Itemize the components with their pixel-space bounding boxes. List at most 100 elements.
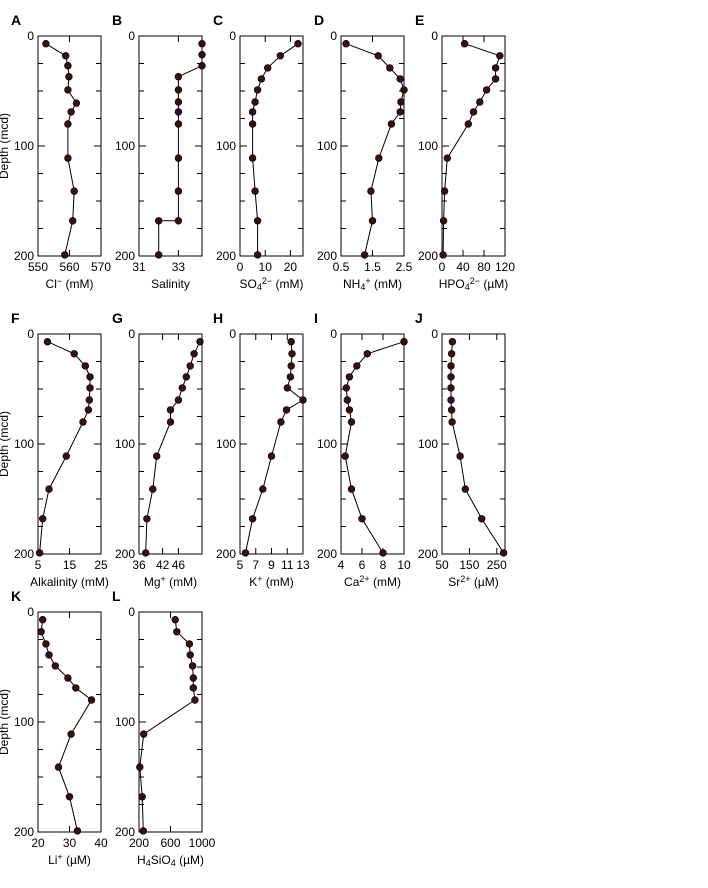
data-point	[447, 406, 456, 414]
data-point	[149, 485, 157, 493]
data-point	[469, 108, 478, 116]
x-tick-label: 13	[296, 558, 310, 572]
y-tick-label: 0	[330, 29, 337, 43]
data-point	[188, 662, 197, 670]
data-point	[482, 86, 491, 94]
data-point	[81, 362, 90, 370]
data-point	[375, 154, 383, 162]
data-point	[299, 396, 307, 404]
data-point	[282, 406, 291, 414]
x-tick-label: 11	[281, 558, 294, 572]
data-point	[491, 64, 500, 72]
y-tick-label: 0	[431, 327, 438, 341]
data-point	[196, 338, 204, 346]
data-point	[174, 217, 183, 225]
x-tick-label: 200	[129, 836, 149, 850]
data-point	[87, 696, 96, 704]
x-axis-label: Li+ (µM)	[48, 852, 91, 867]
data-point	[174, 120, 183, 128]
y-tick-label: 0	[330, 327, 337, 341]
y-tick-label: 100	[14, 139, 34, 153]
data-point	[62, 452, 71, 460]
data-point	[460, 39, 469, 48]
x-axis-label: Salinity	[151, 277, 190, 291]
x-tick-label: 20	[284, 260, 298, 274]
data-point	[368, 217, 377, 225]
plot-frame	[37, 333, 102, 555]
series-line	[145, 341, 201, 553]
x-axis-label: Ca2+ (mM)	[344, 574, 401, 589]
data-point	[367, 187, 375, 195]
data-point	[64, 120, 72, 128]
data-point	[440, 187, 449, 195]
y-tick-label: 200	[14, 825, 34, 839]
y-tick-label: 100	[418, 139, 438, 153]
y-tick-label: 0	[229, 29, 236, 43]
data-point	[400, 338, 408, 346]
x-tick-label: 0	[237, 260, 244, 274]
data-point	[64, 61, 72, 70]
data-point	[360, 251, 369, 259]
data-point	[363, 350, 371, 358]
y-axis-label: Depth (mcd)	[0, 689, 11, 755]
panel-letter: I	[314, 310, 318, 326]
data-point	[45, 485, 53, 493]
data-point	[396, 75, 404, 83]
data-point	[478, 515, 486, 523]
data-point	[72, 99, 81, 107]
x-tick-label: 120	[495, 260, 515, 274]
data-point	[166, 406, 175, 414]
data-point	[248, 120, 257, 128]
data-point	[64, 674, 72, 682]
data-point	[257, 75, 266, 83]
data-point	[70, 187, 78, 195]
data-point	[461, 485, 469, 493]
data-point	[72, 684, 80, 692]
y-tick-label: 100	[115, 139, 135, 153]
data-point	[138, 793, 146, 801]
y-axis-label: Depth (mcd)	[0, 113, 11, 179]
data-point	[287, 338, 295, 346]
panel-letter: F	[11, 310, 20, 326]
y-tick-label: 200	[216, 547, 236, 561]
data-point	[241, 549, 250, 557]
data-point	[448, 338, 457, 346]
x-axis-label: SO42− (mM)	[240, 276, 304, 292]
data-point	[67, 108, 75, 116]
x-tick-label: 30	[63, 836, 77, 850]
y-tick-label: 200	[216, 249, 236, 263]
data-point	[345, 373, 354, 381]
data-point	[283, 384, 291, 392]
y-tick-label: 0	[27, 327, 34, 341]
y-tick-label: 200	[14, 547, 34, 561]
x-axis-label: K+ (mM)	[249, 574, 294, 589]
y-tick-label: 200	[317, 547, 337, 561]
data-point	[42, 39, 50, 48]
data-point	[139, 827, 148, 835]
data-point	[287, 362, 295, 370]
data-point	[186, 362, 194, 370]
data-point	[174, 72, 183, 81]
data-point	[189, 674, 198, 682]
panel-letter: D	[314, 12, 324, 28]
x-tick-label: 8	[380, 558, 387, 572]
x-tick-label: 40	[456, 260, 470, 274]
y-tick-label: 100	[418, 437, 438, 451]
data-point	[67, 730, 75, 738]
data-point	[191, 696, 199, 704]
x-tick-label: 7	[252, 558, 259, 572]
data-point	[496, 52, 504, 60]
data-point	[42, 640, 50, 648]
data-point	[248, 515, 257, 523]
data-point	[178, 384, 187, 392]
data-point	[342, 384, 350, 392]
data-point	[288, 350, 296, 358]
y-tick-label: 0	[27, 29, 34, 43]
data-point	[140, 730, 148, 738]
data-point	[64, 154, 72, 162]
data-point	[174, 98, 183, 106]
